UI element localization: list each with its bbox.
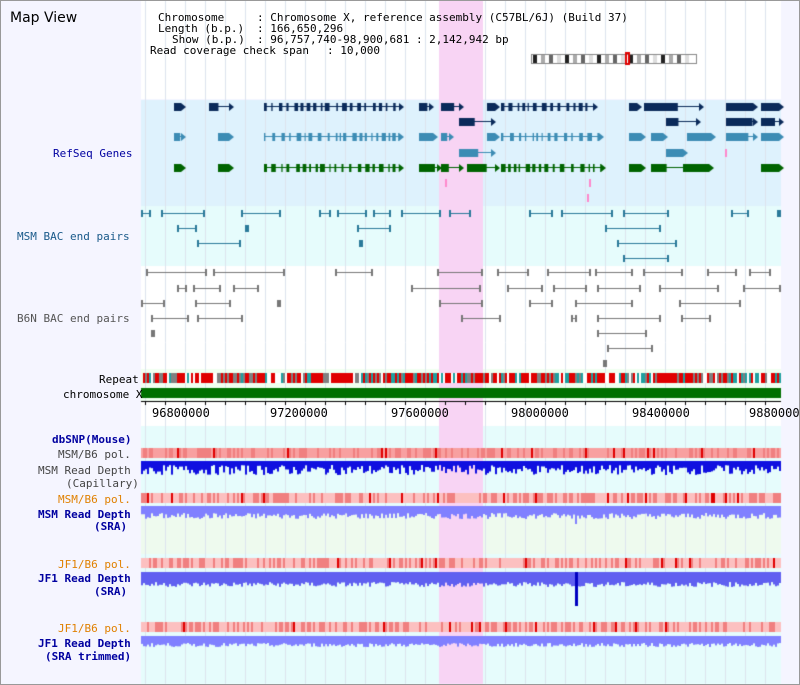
track-label-jf1-b6-pol-2[interactable]: JF1/B6 pol. — [58, 622, 131, 635]
track-label-msm-depth-sra-2: (SRA) — [94, 520, 128, 533]
track-label-msm-bac[interactable]: MSM BAC end pairs — [17, 230, 130, 243]
coverage-key: Read coverage check span — [150, 44, 309, 57]
track-label-chromosome: chromosome X — [63, 388, 143, 401]
track-label-jf1-depth-sra-2: (SRA) — [94, 585, 128, 598]
track-label-jf1-depth-sra-1[interactable]: JF1 Read Depth — [38, 572, 131, 585]
show-key: Show (b.p.) — [172, 33, 245, 46]
length-value: : 166,650,296 — [257, 22, 344, 35]
show-value: : 96,757,740-98,900,681 : 2,142,942 bp — [257, 33, 509, 46]
track-label-jf1-depth-trim-1[interactable]: JF1 Read Depth — [38, 637, 131, 650]
length-key: Length (b.p.) — [158, 22, 245, 35]
chromosome-value: : Chromosome X, reference assembly (C57B… — [257, 11, 628, 24]
axis-tick-label: 98400000 — [632, 406, 690, 420]
track-label-repeat: Repeat — [99, 373, 139, 386]
track-label-b6n-bac[interactable]: B6N BAC end pairs — [17, 312, 130, 325]
axis-tick-label: 98800000 — [749, 406, 800, 420]
chromosome-key: Chromosome — [158, 11, 225, 24]
track-label-jf1-b6-pol-1[interactable]: JF1/B6 pol. — [58, 558, 131, 571]
axis-tick-label: 96800000 — [152, 406, 210, 420]
track-label-msm-b6-pol-2[interactable]: MSM/B6 pol. — [58, 493, 131, 506]
track-label-dbsnp[interactable]: dbSNP(Mouse) — [52, 433, 132, 446]
track-label-refseq-genes[interactable]: RefSeq Genes — [53, 147, 133, 160]
page-title: Map View — [10, 10, 78, 26]
axis-tick-label: 98000000 — [511, 406, 569, 420]
track-label-jf1-depth-trim-2: (SRA trimmed) — [45, 650, 132, 663]
axis-tick-label: 97600000 — [391, 406, 449, 420]
track-label-msm-depth-sra-1[interactable]: MSM Read Depth — [38, 508, 131, 521]
coverage-value: : 10,000 — [327, 44, 380, 57]
track-label-msm-b6-pol-1[interactable]: MSM/B6 pol. — [58, 448, 131, 461]
axis-tick-label: 97200000 — [270, 406, 328, 420]
track-label-msm-depth-cap-1[interactable]: MSM Read Depth — [38, 464, 131, 477]
track-label-msm-depth-cap-2: (Capillary) — [66, 477, 139, 490]
